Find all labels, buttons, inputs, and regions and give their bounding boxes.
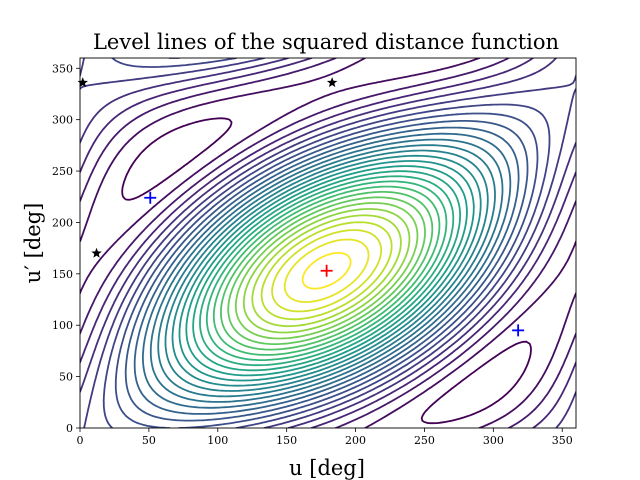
star-marker [77,77,88,88]
contour-level [220,191,434,351]
y-tick-label: 150 [52,268,73,281]
contour-level [283,238,370,303]
contour-level [242,208,411,334]
contour-level [234,202,419,340]
contour-level [142,132,512,409]
contour-level [212,185,441,356]
contour-level [124,120,529,422]
plus-marker [512,324,525,337]
contour-level [157,144,496,398]
plus-marker [320,264,333,277]
y-tick-label: 200 [52,216,73,229]
contour-level [178,160,475,382]
plus-marker [144,191,157,204]
contour-level [121,117,532,425]
contour-level [114,58,539,428]
contour-level [80,58,576,428]
contour-level [80,58,576,428]
plot-frame [79,57,577,429]
contour-level [164,149,489,392]
x-axis-label: u [deg] [289,456,365,480]
x-tick-label: 350 [552,434,573,447]
y-tick-label: 100 [52,319,73,332]
star-marker [91,247,102,258]
x-tick-label: 100 [207,434,228,447]
contour-level [205,180,448,361]
y-tick-label: 50 [59,371,73,384]
contour-level [301,251,352,290]
markers [77,77,525,337]
contour-level [227,196,426,346]
y-axis-label: u′ [deg] [21,203,45,284]
x-tick-label: 50 [142,434,156,447]
x-axis: 0 50 100 150 200 250 300 350 [77,428,573,447]
y-tick-label: 300 [52,114,73,127]
x-tick-label: 200 [345,434,366,447]
chart-title: Level lines of the squared distance func… [93,30,559,54]
contour-level [102,58,551,428]
star-marker [326,77,338,88]
contour-level [80,58,576,428]
contour-level [199,175,455,367]
y-tick-label: 350 [52,62,73,75]
contour-level [80,58,576,428]
y-tick-label: 250 [52,165,73,178]
contour-level [251,214,402,328]
contour-level [171,154,482,387]
contour-level [185,165,468,377]
contour-level [260,221,393,321]
x-tick-label: 300 [483,434,504,447]
x-tick-label: 250 [414,434,435,447]
contour-level [271,229,383,313]
contour-level [192,170,461,372]
contour-level [133,126,520,415]
x-tick-label: 0 [77,434,84,447]
contour-lines [80,58,576,428]
y-tick-label: 0 [66,422,73,435]
y-axis: 0 50 100 150 200 250 300 350 [52,62,80,435]
x-tick-label: 150 [276,434,297,447]
contour-level [149,138,504,403]
